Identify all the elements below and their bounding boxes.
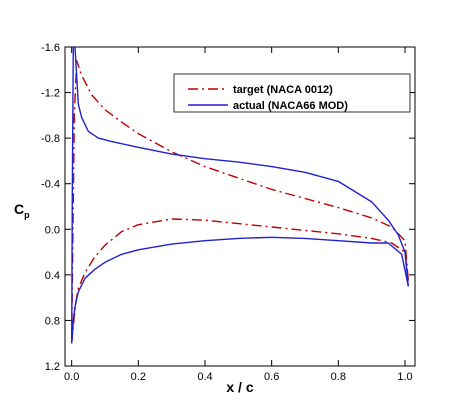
y-tick-label: 1.2 (45, 361, 60, 373)
x-tick-label: 0.8 (331, 371, 346, 383)
x-tick-label: 0.2 (131, 371, 146, 383)
x-axis-title: x / c (226, 379, 253, 395)
series-2-lower-surface-line (71, 236, 409, 344)
x-tick-label: 1.0 (397, 371, 412, 383)
y-axis-title-main: C (14, 201, 24, 217)
ticks-layer: 0.0 0.2 0.4 0.6 0.8 1.0 -1.6 -1.2 -0.8 -0.4 0.0 0.4… (41, 42, 415, 383)
plot-frame (64, 46, 416, 367)
series-1-lower-surface-line (71, 218, 409, 344)
x-tick-label: 0.0 (64, 371, 79, 383)
y-tick-label: 0.0 (45, 224, 60, 236)
y-tick-label: 0.8 (45, 315, 60, 327)
legend: target (NACA 0012) actual (NACA66 MOD) (173, 73, 411, 113)
y-axis-title-sub: p (24, 210, 30, 220)
x-tick-label: 0.6 (264, 371, 279, 383)
x-tick-label: 0.4 (197, 371, 212, 383)
series-2-upper-surface-line (71, 46, 409, 344)
y-tick-label: -1.2 (41, 88, 60, 100)
series-1-upper-surface-line (71, 60, 409, 344)
y-tick-label: -0.8 (41, 133, 60, 145)
curves-layer (71, 46, 409, 344)
y-tick-label: -1.6 (41, 42, 60, 54)
y-axis-title: Cp (14, 201, 30, 220)
y-tick-label: -0.4 (41, 179, 60, 191)
y-tick-label: 0.4 (45, 270, 60, 282)
legend-label-series-2: actual (NACA66 MOD) (233, 100, 348, 112)
legend-label-series-1: target (NACA 0012) (233, 84, 333, 96)
